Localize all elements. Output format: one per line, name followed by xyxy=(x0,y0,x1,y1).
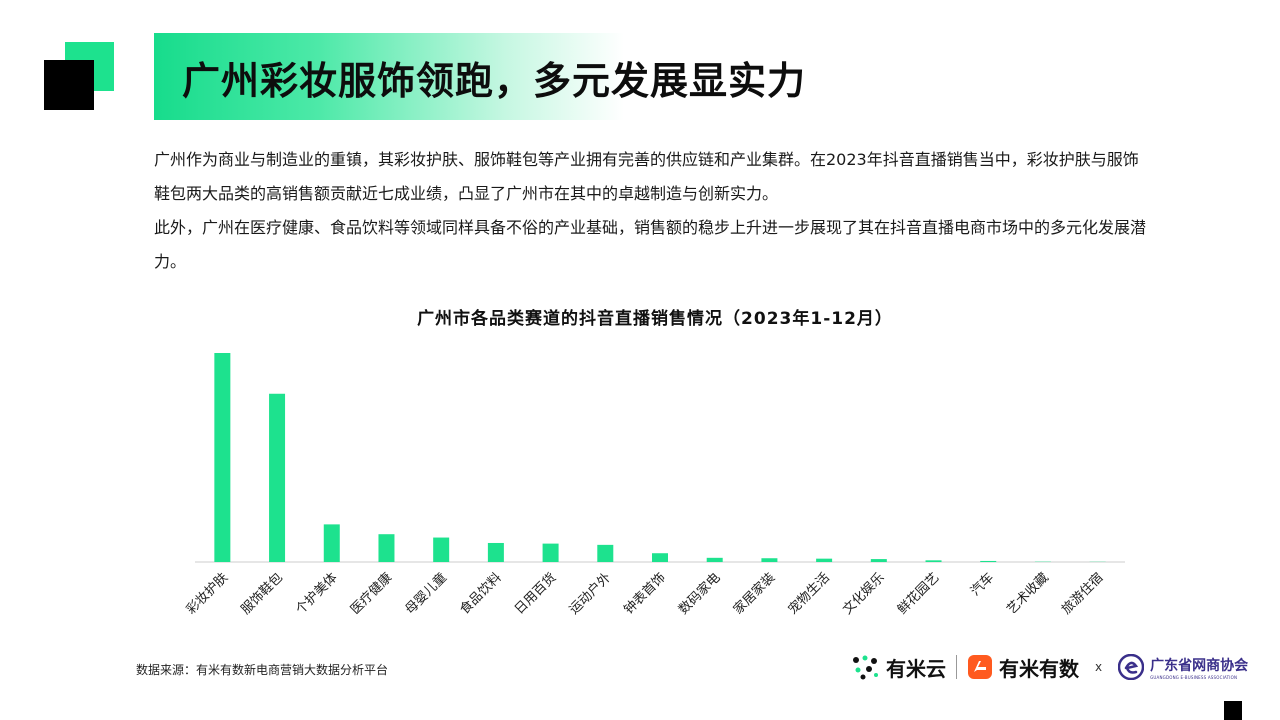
logo-strip: 有米云 有米有数 x 广东省网商协会 GUANGDONG E-BUSINESS … xyxy=(850,650,1248,684)
bar-0 xyxy=(214,353,231,562)
x-tick-label-2: 个护美体 xyxy=(293,570,340,617)
association-emblem-icon xyxy=(1118,654,1145,680)
x-tick-label-15: 艺术收藏 xyxy=(1004,570,1051,617)
logo-separator: x xyxy=(1095,660,1103,674)
x-tick-label-5: 食品饮料 xyxy=(457,570,505,618)
x-tick-label-11: 宠物生活 xyxy=(785,570,833,618)
logo-divider xyxy=(956,655,957,679)
intro-text: 广州作为商业与制造业的重镇，其彩妆护肤、服饰鞋包等产业拥有完善的供应链和产业集群… xyxy=(154,143,1154,279)
x-tick-label-3: 医疗健康 xyxy=(347,570,395,618)
data-source: 数据来源：有米有数新电商营销大数据分析平台 xyxy=(136,663,389,677)
title-banner xyxy=(154,33,624,120)
bar-5 xyxy=(487,542,504,562)
x-tick-label-12: 文化娱乐 xyxy=(840,570,887,617)
youmi-logo: 有米有数 xyxy=(967,653,1079,682)
association-text: 广东省网商协会 GUANGDONG E-BUSINESS ASSOCIATION xyxy=(1150,655,1248,680)
decor-corner-square xyxy=(1224,701,1242,720)
bar-8 xyxy=(652,553,668,562)
x-tick-label-6: 日用百货 xyxy=(511,570,559,618)
bar-14 xyxy=(980,560,997,562)
yunmi-logo: 有米云 xyxy=(850,653,946,682)
x-tick-label-10: 家居家装 xyxy=(730,570,778,618)
youmi-logo-text: 有米有数 xyxy=(999,656,1079,681)
x-tick-label-8: 钟表首饰 xyxy=(621,570,669,618)
bar-10 xyxy=(761,558,778,562)
bar-1 xyxy=(269,393,286,562)
bar-6 xyxy=(542,543,559,562)
bar-13 xyxy=(925,560,942,562)
bar-12 xyxy=(870,559,887,562)
bar-11 xyxy=(816,558,833,562)
x-tick-label-16: 旅游住宿 xyxy=(1058,570,1106,618)
association-logo: 广东省网商协会 GUANGDONG E-BUSINESS ASSOCIATION xyxy=(1118,654,1248,680)
x-tick-label-14: 汽车 xyxy=(967,570,997,600)
intro-paragraph-2: 此外，广州在医疗健康、食品饮料等领域同样具备不俗的产业基础，销售额的稳步上升进一… xyxy=(154,218,1147,271)
chart-title: 广州市各品类赛道的抖音直播销售情况（2023年1-12月） xyxy=(417,309,893,329)
yunmi-mark-icon xyxy=(853,655,878,680)
bar-2 xyxy=(323,524,340,562)
x-tick-label-7: 运动户外 xyxy=(566,570,614,618)
bar-9 xyxy=(706,557,723,562)
bar-4 xyxy=(433,537,450,562)
x-tick-label-13: 鲜花园艺 xyxy=(894,570,942,618)
page-title: 广州彩妆服饰领跑，多元发展显实力 xyxy=(182,59,807,103)
x-tick-label-9: 数码家电 xyxy=(675,570,723,618)
x-tick-label-0: 彩妆护肤 xyxy=(184,570,231,617)
association-name-cn: 广东省网商协会 xyxy=(1150,657,1249,674)
yunmi-logo-text: 有米云 xyxy=(886,656,946,681)
x-tick-label-1: 服饰鞋包 xyxy=(238,570,286,618)
decor-black-square xyxy=(44,60,94,110)
x-tick-label-4: 母婴儿童 xyxy=(402,570,450,618)
youmi-mark-icon xyxy=(968,655,992,679)
bar-7 xyxy=(597,544,614,562)
association-name-en: GUANGDONG E-BUSINESS ASSOCIATION xyxy=(1150,674,1238,680)
bar-3 xyxy=(378,534,395,562)
intro-paragraph-1: 广州作为商业与制造业的重镇，其彩妆护肤、服饰鞋包等产业拥有完善的供应链和产业集群… xyxy=(154,150,1139,203)
